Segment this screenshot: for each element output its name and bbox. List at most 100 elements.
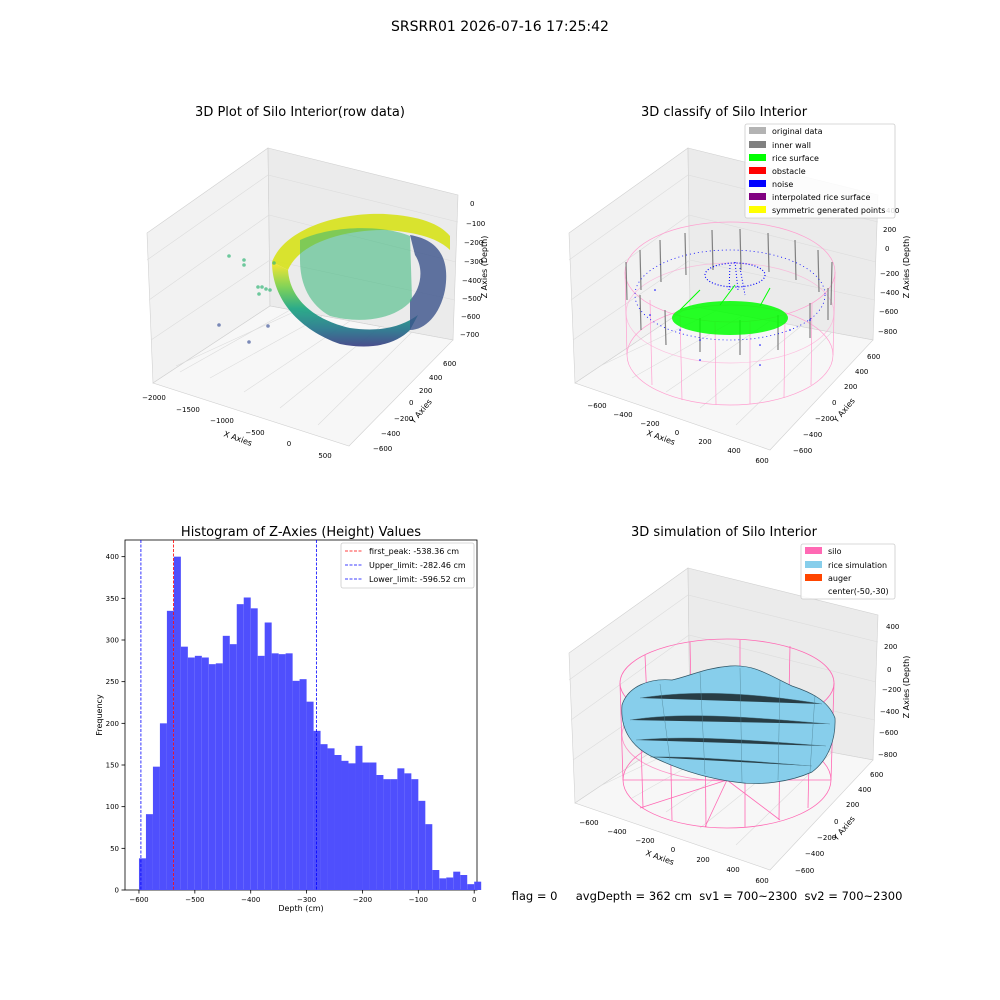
- histogram-bar: [341, 760, 349, 890]
- histogram-bar: [467, 884, 475, 890]
- panel-simulation-3d-title: 3D simulation of Silo Interior: [631, 525, 818, 540]
- histogram-y-tick-label: 200: [106, 720, 119, 728]
- simulation-3d-x-ticks: −600 −400 −200 0 200 400 600: [579, 819, 768, 885]
- simulation-y-tick: 200: [846, 801, 859, 809]
- raw-y-tick: 400: [429, 374, 442, 382]
- classify-legend-swatch: [749, 180, 766, 187]
- histogram-bar: [250, 608, 258, 890]
- classify-legend-swatch: [749, 193, 766, 200]
- classify-3d-panes: [568, 147, 879, 451]
- raw-y-tick: −200: [394, 415, 413, 423]
- histogram-bar: [362, 762, 370, 890]
- panel-classify-3d-title: 3D classify of Silo Interior: [641, 105, 808, 120]
- raw-x-tick: −1000: [210, 417, 234, 425]
- histogram-x-tick-label: −200: [353, 896, 372, 904]
- histogram-bar: [376, 775, 384, 890]
- simulation-x-tick: 200: [696, 856, 709, 864]
- classify-legend-item: obstacle: [749, 167, 806, 176]
- histogram-x-tick-label: −100: [409, 896, 428, 904]
- raw-z-tick: −200: [464, 239, 483, 247]
- simulation-legend-item: center(-50,-30): [828, 587, 889, 596]
- histogram-bar: [159, 723, 167, 890]
- raw-3d-y-ticks: −600 −400 −200 0 200 400 600: [373, 360, 456, 453]
- histogram-y-tick-label: 150: [106, 762, 119, 770]
- histogram-bar: [327, 748, 335, 890]
- histogram-bar: [432, 870, 440, 890]
- classify-3d-rice-surface: [672, 284, 788, 335]
- panel-raw-3d-title: 3D Plot of Silo Interior(row data): [195, 105, 405, 120]
- classify-3d-noise: [634, 249, 826, 366]
- classify-3d-zlabel: Z Axies (Depth): [902, 236, 911, 299]
- classify-z-tick: 0: [885, 245, 889, 253]
- classify-3d-inner-wall: [625, 228, 833, 355]
- raw-x-tick: −500: [245, 429, 264, 437]
- raw-y-tick: −400: [381, 430, 400, 438]
- histogram-bar: [173, 556, 181, 890]
- histogram-bar: [383, 779, 391, 890]
- histogram-bar: [201, 657, 209, 890]
- classify-z-tick: −800: [878, 328, 897, 336]
- histogram-bar: [390, 779, 398, 890]
- simulation-z-tick: 0: [887, 666, 891, 674]
- simulation-z-tick: −800: [878, 751, 897, 759]
- histogram-bar: [271, 653, 279, 890]
- simulation-x-tick: −200: [635, 837, 654, 845]
- classify-legend-swatch: [749, 127, 766, 134]
- raw-y-tick: −600: [373, 445, 392, 453]
- histogram-bar: [264, 622, 272, 890]
- histogram-bar: [152, 766, 160, 890]
- histogram-bar: [474, 881, 482, 890]
- histogram-y-tick-label: 250: [106, 678, 119, 686]
- simulation-3d-y-ticks: −600 −400 −200 0 200 400 600: [795, 771, 883, 875]
- panel-raw-3d: 3D Plot of Silo Interior(row data): [142, 105, 489, 460]
- classify-legend-item: symmetric generated points: [749, 206, 885, 215]
- histogram-bar: [208, 664, 216, 890]
- simulation-x-tick: 600: [755, 877, 768, 885]
- raw-x-tick: −2000: [142, 394, 166, 402]
- raw-3d-z-ticks: 0 −100 −200 −300 −400 −500 −600 −700: [460, 200, 485, 339]
- histogram-ylabel: Frequency: [95, 694, 104, 736]
- simulation-y-tick: 400: [858, 786, 871, 794]
- classify-legend-item: inner wall: [749, 141, 811, 150]
- histogram-x-tick-label: −600: [129, 896, 148, 904]
- simulation-z-tick: 200: [884, 643, 897, 651]
- histogram-bar: [138, 858, 146, 890]
- histogram-y-tick-label: 400: [106, 553, 119, 561]
- simulation-legend-swatch: [805, 561, 822, 568]
- classify-x-tick: −200: [640, 420, 659, 428]
- classify-y-tick: −200: [815, 415, 834, 423]
- histogram-bar: [306, 701, 314, 890]
- simulation-legend-label: rice simulation: [828, 561, 887, 570]
- simulation-y-tick: −400: [805, 850, 824, 858]
- raw-3d-zlabel: Z Axies (Depth): [480, 236, 489, 299]
- simulation-x-tick: 400: [726, 866, 739, 874]
- raw-y-tick: 0: [409, 399, 413, 407]
- histogram-bars: [138, 556, 482, 890]
- classify-x-tick: 0: [675, 429, 679, 437]
- simulation-y-tick: 600: [870, 771, 883, 779]
- raw-z-tick: −700: [460, 331, 479, 339]
- simulation-3d-z-ticks: 400 200 0 −200 −400 −600 −800: [878, 623, 901, 759]
- histogram-bar: [285, 653, 293, 890]
- histogram-bar: [243, 597, 251, 890]
- histogram-legend-item: first_peak: -538.36 cm: [345, 547, 459, 556]
- simulation-legend-swatch: [805, 574, 822, 581]
- classify-legend-label: rice surface: [772, 154, 819, 163]
- simulation-legend-item: rice simulation: [805, 561, 887, 570]
- histogram-bar: [334, 755, 342, 890]
- classify-3d-legend: original data inner wall rice surface ob…: [744, 123, 896, 219]
- classify-x-tick: 200: [698, 438, 711, 446]
- histogram-y-tick-label: 350: [106, 595, 119, 603]
- classify-z-tick: −400: [880, 289, 899, 297]
- histogram-bar: [278, 654, 286, 890]
- histogram-bar: [397, 768, 405, 890]
- simulation-legend-label: auger: [828, 574, 852, 583]
- simulation-z-tick: −600: [879, 729, 898, 737]
- simulation-legend-label: center(-50,-30): [828, 587, 889, 596]
- simulation-3d-zlabel: Z Axies (Depth): [902, 656, 911, 719]
- simulation-legend-label: silo: [828, 547, 842, 556]
- panel-classify-3d: 3D classify of Silo Interior: [568, 105, 911, 465]
- histogram-bar: [145, 814, 153, 890]
- panel-simulation-3d: 3D simulation of Silo Interior: [568, 525, 911, 885]
- histogram-bar: [313, 730, 321, 890]
